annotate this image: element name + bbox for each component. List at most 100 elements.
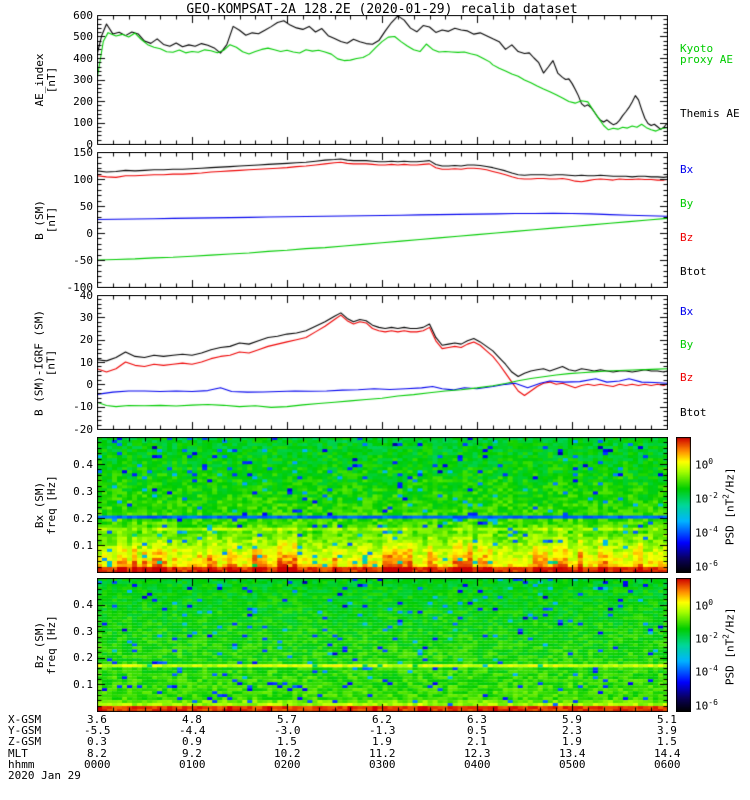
colorbar-tick-label: 10-4 (695, 524, 718, 540)
bottom-row-value: 10.2 (274, 746, 301, 760)
colorbar-tick-label: 100 (695, 597, 714, 613)
y-tick-label: -50 (73, 253, 93, 267)
legend-label: By (680, 197, 694, 211)
y-tick-label: 150 (73, 145, 93, 159)
bottom-row-value: 2.3 (562, 724, 582, 738)
bottom-row-value: 3.6 (87, 713, 107, 726)
colorbar-tick-label: 10-4 (695, 664, 718, 680)
bottom-row-value: 0000 (84, 757, 111, 771)
legend-label: Bx (680, 163, 694, 177)
y-tick-label: 600 (73, 8, 93, 22)
bottom-row-value: 1.5 (657, 735, 677, 749)
bottom-row-value: 11.2 (369, 746, 396, 760)
colorbar-tick-label: 10-6 (695, 697, 718, 713)
bottom-row-value: 1.5 (277, 735, 297, 749)
b-sm-panel (97, 152, 668, 288)
colorbar-tick-label: 10-6 (695, 558, 718, 574)
bottom-row-label-mlt: MLT (8, 746, 28, 760)
bx-spectrogram-panel (97, 437, 668, 573)
bottom-row-label-x-gsm: X-GSM (8, 713, 42, 726)
bottom-row-value: 0200 (274, 757, 301, 771)
bz-spectrogram-panel (97, 578, 668, 712)
y-tick-label: -10 (73, 400, 93, 414)
y-tick-label: 50 (79, 199, 93, 213)
bz-psd-colorbar (676, 578, 691, 712)
y-tick-label: 0.4 (73, 598, 93, 612)
bottom-row-value: 1.9 (562, 735, 582, 749)
b-sm-igrf-panel (97, 295, 668, 430)
ae-index-panel (97, 15, 668, 145)
bx-psd-colorbar (676, 437, 691, 573)
legend-label: Kyoto (680, 42, 714, 55)
legend-label: proxy AE (680, 53, 733, 66)
y-tick-label: 0.3 (73, 624, 93, 638)
y-tick-label: 0.3 (73, 484, 93, 498)
y-tick-label: 400 (73, 51, 93, 65)
y-tick-label: 20 (79, 333, 93, 347)
y-tick-label: 0 (86, 137, 93, 151)
bottom-row-value: 5.7 (277, 713, 297, 726)
y-tick-label: 30 (79, 310, 93, 324)
bottom-row-label-y-gsm: Y-GSM (8, 724, 42, 738)
colorbar-axis-title: PSD [nT2/Hz] (721, 607, 737, 686)
bottom-row-value: -5.5 (84, 724, 111, 738)
y-tick-label: 100 (73, 172, 93, 186)
page-title: GEO-KOMPSAT-2A 128.2E (2020-01-29) recal… (186, 2, 578, 17)
colorbar-tick-label: 10-2 (695, 491, 718, 506)
y-tick-label: 300 (73, 73, 93, 86)
y-tick-label: 0.1 (73, 538, 93, 552)
legend-label: Btot (680, 264, 707, 278)
b_sm-axis-title: B (SM) [nT] (32, 200, 58, 240)
bottom-row-value: 0.9 (182, 735, 202, 749)
bottom-row-value: 13.4 (559, 746, 586, 760)
y-tick-label: 0 (86, 226, 93, 240)
bottom-row-value: -4.4 (179, 724, 206, 738)
y-tick-label: 0.2 (73, 651, 93, 665)
legend-label: By (680, 338, 694, 352)
bottom-row-value: 2.1 (467, 735, 487, 749)
bottom-row-value: 9.2 (182, 746, 202, 760)
bottom-row-value: 0100 (179, 757, 206, 771)
y-tick-label: 0.4 (73, 457, 93, 471)
bottom-row-value: 3.9 (657, 724, 677, 738)
bottom-row-value: 5.9 (562, 713, 582, 726)
bottom-row-value: 0.3 (87, 735, 107, 749)
date-label: 2020 Jan 29 (8, 769, 81, 782)
bottom-row-value: 8.2 (87, 746, 107, 760)
legend-label: Btot (680, 405, 707, 419)
y-tick-label: -20 (73, 422, 93, 436)
legend-label: Bz (680, 230, 694, 244)
ae-axis-title: AE_index [nT] (32, 53, 58, 107)
y-tick-label: 0.2 (73, 511, 93, 525)
b_sm_igrf-axis-title: B (SM)-IGRF (SM) [nT] (33, 309, 58, 416)
y-tick-label: 100 (73, 116, 93, 129)
y-tick-label: 500 (73, 30, 93, 43)
bottom-row-value: 6.3 (467, 713, 487, 726)
y-tick-label: 0.1 (73, 677, 93, 691)
colorbar-axis-title: PSD [nT2/Hz] (721, 467, 737, 546)
y-tick-label: 40 (79, 288, 93, 302)
bottom-row-value: -3.0 (274, 724, 301, 738)
y-tick-label: 200 (73, 94, 93, 108)
bz_spectrogram-axis-title: Bz (SM) freq [Hz] (32, 615, 58, 675)
bottom-row-value: 5.1 (657, 713, 677, 726)
bottom-row-label-hhmm: hhmm (8, 757, 35, 771)
bottom-row-value: -1.3 (369, 724, 396, 738)
colorbar-tick-label: 100 (695, 457, 714, 472)
legend-label: Bz (680, 370, 694, 384)
y-tick-label: 0 (86, 377, 93, 391)
bottom-row-label-z-gsm: Z-GSM (8, 735, 42, 749)
bottom-row-value: 0500 (559, 757, 586, 771)
bottom-row-value: 0.5 (467, 724, 487, 738)
bottom-row-value: 14.4 (654, 746, 681, 760)
y-tick-label: -100 (66, 280, 94, 294)
bx_spectrogram-axis-title: Bx (SM) freq [Hz] (32, 475, 58, 535)
bottom-row-value: 0400 (464, 757, 491, 771)
bottom-row-value: 6.2 (372, 713, 392, 726)
bottom-row-value: 12.3 (464, 746, 491, 760)
bottom-row-value: 0300 (369, 757, 396, 771)
bottom-row-value: 4.8 (182, 713, 202, 726)
colorbar-tick-label: 10-2 (695, 631, 718, 646)
bottom-row-value: 0600 (654, 757, 681, 771)
